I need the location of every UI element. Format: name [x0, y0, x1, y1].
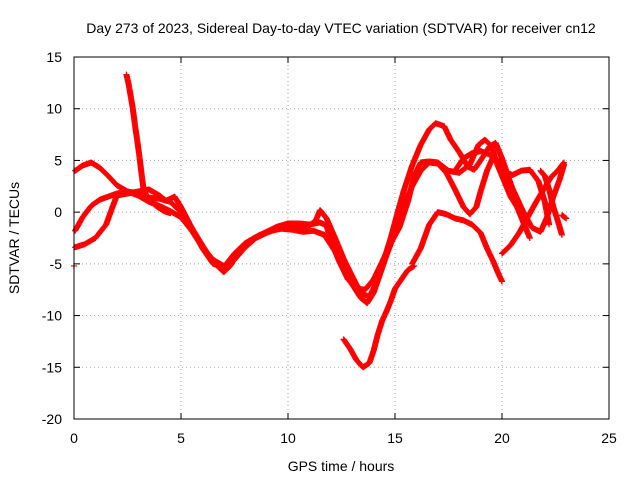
y-tick-label: -10: [42, 308, 62, 324]
x-axis-label: GPS time / hours: [288, 458, 395, 474]
y-tick-label: -5: [50, 256, 63, 272]
data-point: [558, 231, 565, 238]
data-point: [526, 235, 533, 241]
data-point: [561, 161, 568, 168]
y-tick-label: 15: [46, 49, 62, 65]
data-point: [563, 215, 570, 222]
y-tick-label: -15: [42, 359, 62, 375]
plot-frame: [73, 56, 610, 420]
chart-title: Day 273 of 2023, Sidereal Day-to-day VTE…: [86, 20, 596, 36]
y-tick-label: 10: [46, 101, 62, 117]
x-tick-label: 15: [387, 430, 403, 446]
x-tick-label: 20: [494, 430, 510, 446]
series-track-6: [409, 209, 505, 285]
y-axis-label: SDTVAR / TECUs: [6, 182, 22, 294]
series-track-9: [537, 167, 565, 238]
x-tick-label: 0: [70, 430, 78, 446]
x-tick-label: 10: [280, 430, 296, 446]
data-point: [499, 278, 505, 285]
y-tick-label: -20: [42, 411, 62, 427]
x-tick-label: 25: [601, 430, 617, 446]
series-track-11: [558, 212, 570, 222]
y-tick-label: 0: [54, 204, 62, 220]
series-track-4: [123, 71, 174, 217]
data-point: [546, 221, 553, 228]
data-point: [167, 210, 174, 217]
y-tick-label: 5: [54, 152, 62, 168]
data-marks: [71, 71, 570, 371]
series-track-5: [340, 262, 418, 371]
x-tick-label: 5: [177, 430, 185, 446]
